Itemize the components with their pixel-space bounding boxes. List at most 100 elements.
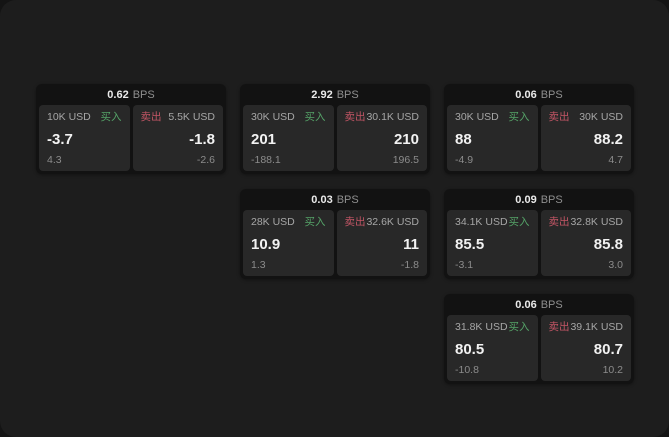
quote-card: 0.62 BPS 10K USD 买入 -3.7 4.3 卖出 5.5K USD (36, 84, 226, 174)
sell-delta: 196.5 (392, 153, 419, 166)
buy-panel-top: 10K USD 买入 (47, 112, 122, 123)
buy-panel[interactable]: 34.1K USD 买入 85.5 -3.1 (447, 210, 538, 276)
buy-label: 买入 (304, 216, 326, 228)
bps-value: 0.62 (107, 88, 129, 101)
quote-card: 0.09 BPS 34.1K USD 买入 85.5 -3.1 卖出 32.8K… (444, 189, 634, 279)
sell-panel[interactable]: 卖出 32.6K USD 11 -1.8 (336, 210, 427, 276)
sell-amount: 5.5K USD (168, 111, 215, 123)
quote-panels: 28K USD 买入 10.9 1.3 卖出 32.6K USD 11 -1.8 (243, 210, 427, 276)
sell-panel-top: 卖出 5.5K USD (141, 112, 216, 123)
sell-panel[interactable]: 卖出 5.5K USD -1.8 -2.6 (132, 105, 223, 171)
buy-delta: -188.1 (251, 153, 281, 166)
sell-price: -1.8 (189, 130, 215, 148)
bps-header: 0.09 BPS (447, 189, 631, 210)
quote-panels: 31.8K USD 买入 80.5 -10.8 卖出 39.1K USD 80.… (447, 315, 631, 381)
buy-amount: 10K USD (47, 111, 91, 123)
sell-price: 210 (393, 130, 419, 148)
quote-card: 2.92 BPS 30K USD 买入 201 -188.1 卖出 30.1K … (240, 84, 430, 174)
quote-panels: 30K USD 买入 88 -4.9 卖出 30K USD 88.2 4.7 (447, 105, 631, 171)
sell-delta: 3.0 (608, 258, 623, 271)
quote-card: 0.06 BPS 30K USD 买入 88 -4.9 卖出 30K USD (444, 84, 634, 174)
buy-price: 10.9 (251, 235, 281, 253)
buy-price: 88 (455, 130, 472, 148)
buy-panel[interactable]: 30K USD 买入 201 -188.1 (243, 105, 334, 171)
sell-price: 88.2 (593, 130, 623, 148)
bps-unit: BPS (336, 88, 359, 101)
sell-panel[interactable]: 卖出 32.8K USD 85.8 3.0 (540, 210, 631, 276)
buy-label: 买入 (304, 111, 326, 123)
buy-label: 买入 (508, 321, 530, 333)
sell-label: 卖出 (344, 216, 366, 228)
buy-amount: 31.8K USD (455, 321, 508, 333)
sell-amount: 30.1K USD (366, 111, 419, 123)
buy-delta: -3.1 (455, 258, 474, 271)
sell-price: 80.7 (593, 340, 623, 358)
sell-label: 卖出 (140, 111, 162, 123)
quote-panels: 10K USD 买入 -3.7 4.3 卖出 5.5K USD -1.8 -2.… (39, 105, 223, 171)
buy-amount: 30K USD (251, 111, 295, 123)
sell-amount: 30K USD (579, 111, 623, 123)
sell-panel-top: 卖出 39.1K USD (549, 322, 624, 333)
buy-panel-top: 30K USD 买入 (455, 112, 530, 123)
buy-amount: 34.1K USD (455, 216, 508, 228)
sell-delta: -1.8 (400, 258, 419, 271)
sell-panel[interactable]: 卖出 30.1K USD 210 196.5 (336, 105, 427, 171)
buy-panel-top: 34.1K USD 买入 (455, 217, 530, 228)
sell-label: 卖出 (548, 321, 570, 333)
buy-price: 201 (251, 130, 277, 148)
bps-unit: BPS (540, 193, 563, 206)
buy-panel[interactable]: 30K USD 买入 88 -4.9 (447, 105, 538, 171)
buy-panel-top: 28K USD 买入 (251, 217, 326, 228)
buy-panel[interactable]: 28K USD 买入 10.9 1.3 (243, 210, 334, 276)
buy-price: -3.7 (47, 130, 73, 148)
bps-unit: BPS (132, 88, 155, 101)
buy-panel[interactable]: 31.8K USD 买入 80.5 -10.8 (447, 315, 538, 381)
buy-price: 85.5 (455, 235, 485, 253)
sell-delta: -2.6 (196, 153, 215, 166)
sell-amount: 32.8K USD (570, 216, 623, 228)
bps-value: 2.92 (311, 88, 333, 101)
sell-panel-top: 卖出 32.8K USD (549, 217, 624, 228)
bps-value: 0.03 (311, 193, 333, 206)
sell-delta: 4.7 (608, 153, 623, 166)
bps-header: 0.06 BPS (447, 294, 631, 315)
buy-amount: 30K USD (455, 111, 499, 123)
buy-label: 买入 (508, 216, 530, 228)
sell-label: 卖出 (548, 111, 570, 123)
bps-header: 2.92 BPS (243, 84, 427, 105)
buy-price: 80.5 (455, 340, 485, 358)
sell-panel-top: 卖出 30.1K USD (345, 112, 420, 123)
sell-panel-top: 卖出 30K USD (549, 112, 624, 123)
buy-panel-top: 31.8K USD 买入 (455, 322, 530, 333)
buy-delta: -10.8 (455, 363, 479, 376)
buy-delta: 4.3 (47, 153, 62, 166)
bps-unit: BPS (336, 193, 359, 206)
buy-delta: -4.9 (455, 153, 474, 166)
bps-header: 0.06 BPS (447, 84, 631, 105)
buy-panel[interactable]: 10K USD 买入 -3.7 4.3 (39, 105, 130, 171)
sell-amount: 32.6K USD (366, 216, 419, 228)
sell-price: 11 (403, 235, 419, 253)
sell-delta: 10.2 (602, 363, 623, 376)
bps-value: 0.06 (515, 88, 537, 101)
bps-value: 0.06 (515, 298, 537, 311)
sell-panel-top: 卖出 32.6K USD (345, 217, 420, 228)
buy-amount: 28K USD (251, 216, 295, 228)
quote-grid: 0.62 BPS 10K USD 买入 -3.7 4.3 卖出 5.5K USD (36, 84, 634, 384)
sell-label: 卖出 (344, 111, 366, 123)
quote-panels: 30K USD 买入 201 -188.1 卖出 30.1K USD 210 1… (243, 105, 427, 171)
quote-panels: 34.1K USD 买入 85.5 -3.1 卖出 32.8K USD 85.8… (447, 210, 631, 276)
sell-price: 85.8 (593, 235, 623, 253)
buy-panel-top: 30K USD 买入 (251, 112, 326, 123)
bps-value: 0.09 (515, 193, 537, 206)
buy-delta: 1.3 (251, 258, 266, 271)
sell-label: 卖出 (548, 216, 570, 228)
sell-panel[interactable]: 卖出 30K USD 88.2 4.7 (540, 105, 631, 171)
bps-unit: BPS (540, 88, 563, 101)
sell-panel[interactable]: 卖出 39.1K USD 80.7 10.2 (540, 315, 631, 381)
sell-amount: 39.1K USD (570, 321, 623, 333)
quote-card: 0.03 BPS 28K USD 买入 10.9 1.3 卖出 32.6K US… (240, 189, 430, 279)
bps-header: 0.03 BPS (243, 189, 427, 210)
bps-header: 0.62 BPS (39, 84, 223, 105)
